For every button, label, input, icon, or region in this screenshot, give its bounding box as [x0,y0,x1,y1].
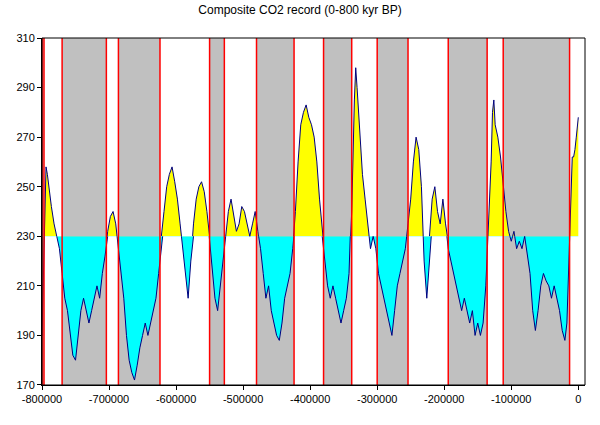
svg-text:-700000: -700000 [89,393,129,405]
svg-text:170: 170 [16,379,34,391]
svg-text:310: 310 [16,32,34,44]
svg-text:250: 250 [16,181,34,193]
svg-text:190: 190 [16,329,34,341]
svg-text:210: 210 [16,280,34,292]
svg-text:-400000: -400000 [290,393,330,405]
svg-text:290: 290 [16,81,34,93]
svg-text:-600000: -600000 [156,393,196,405]
svg-text:-800000: -800000 [22,393,62,405]
svg-text:Composite CO2 record (0-800 ky: Composite CO2 record (0-800 kyr BP) [198,3,401,17]
svg-text:-300000: -300000 [357,393,397,405]
svg-text:270: 270 [16,131,34,143]
svg-text:0: 0 [575,393,581,405]
svg-text:230: 230 [16,230,34,242]
svg-text:-500000: -500000 [223,393,263,405]
svg-text:-200000: -200000 [424,393,464,405]
svg-text:-100000: -100000 [491,393,531,405]
